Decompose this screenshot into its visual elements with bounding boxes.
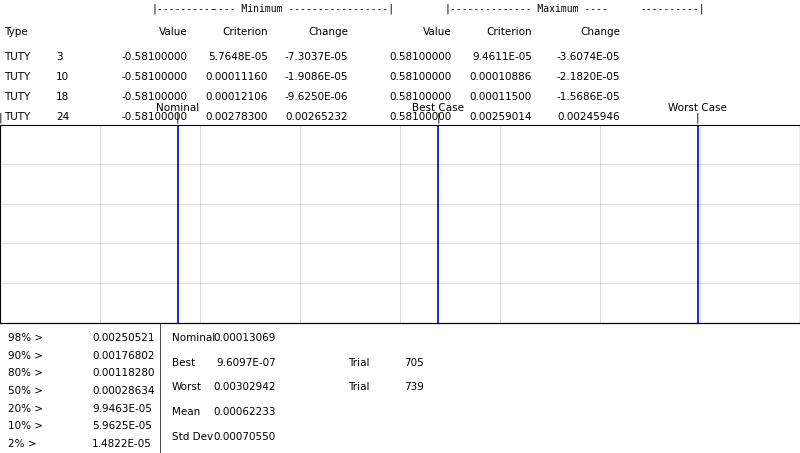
Text: Nominal: Nominal: [172, 333, 215, 343]
Text: Worst Case: Worst Case: [668, 103, 727, 113]
Text: 0.00302942: 0.00302942: [214, 382, 276, 392]
Text: Type: Type: [4, 27, 28, 38]
Text: 0.00013506: 0.00013506: [206, 132, 268, 142]
Text: -2.1820E-05: -2.1820E-05: [557, 72, 620, 82]
Text: |: |: [176, 112, 179, 123]
Text: 80% >: 80% >: [8, 368, 43, 378]
Text: 98% >: 98% >: [8, 333, 43, 343]
Text: 10% >: 10% >: [8, 421, 43, 431]
Text: 1.4822E-05: 1.4822E-05: [92, 439, 152, 448]
Text: |----------: |----------: [152, 4, 217, 14]
Text: Criterion: Criterion: [222, 27, 268, 38]
Text: TUTY: TUTY: [4, 112, 30, 122]
Text: -0.58100000: -0.58100000: [122, 132, 188, 142]
Text: 3: 3: [56, 53, 62, 63]
Text: Change: Change: [308, 27, 348, 38]
Text: 9.9463E-05: 9.9463E-05: [92, 404, 152, 414]
Text: 24: 24: [56, 112, 70, 122]
Text: 0.00070550: 0.00070550: [214, 432, 276, 442]
Text: -7.3037E-05: -7.3037E-05: [285, 53, 348, 63]
Text: 0.58100000: 0.58100000: [390, 72, 452, 82]
Text: 90% >: 90% >: [8, 351, 43, 361]
Text: 50% >: 50% >: [8, 386, 43, 396]
Text: 9.4611E-05: 9.4611E-05: [472, 53, 532, 63]
Text: ---- Maximum ----: ---- Maximum ----: [508, 4, 608, 14]
Text: 0.58100000: 0.58100000: [390, 92, 452, 102]
Text: 0.00118280: 0.00118280: [92, 368, 154, 378]
Text: Value: Value: [423, 27, 452, 38]
Text: Change: Change: [580, 27, 620, 38]
Text: 0.00250521: 0.00250521: [92, 333, 154, 343]
Text: ---- Minimum -----------------|: ---- Minimum -----------------|: [212, 4, 394, 14]
Text: 0.00245946: 0.00245946: [558, 112, 620, 122]
Text: 0.00013069: 0.00013069: [214, 333, 276, 343]
Text: |: |: [0, 112, 2, 123]
Text: 0.00278300: 0.00278300: [206, 112, 268, 122]
Text: |----------: |----------: [444, 4, 509, 14]
Text: 10: 10: [56, 72, 69, 82]
Text: 0.00259014: 0.00259014: [470, 112, 532, 122]
Text: 705: 705: [404, 358, 424, 368]
Text: 0.00012988: 0.00012988: [470, 132, 532, 142]
Text: |: |: [696, 112, 699, 123]
Text: Best: Best: [172, 358, 195, 368]
Text: TUTY: TUTY: [4, 72, 30, 82]
Text: 4.3707E-06: 4.3707E-06: [288, 132, 348, 142]
Text: -0.58100000: -0.58100000: [122, 72, 188, 82]
Text: 37: 37: [56, 132, 70, 142]
Text: -0.58100000: -0.58100000: [122, 112, 188, 122]
Text: 20% >: 20% >: [8, 404, 43, 414]
Text: Value: Value: [159, 27, 188, 38]
Text: -8.0569E-07: -8.0569E-07: [557, 132, 620, 142]
Text: Worst: Worst: [172, 382, 202, 392]
Text: 0.58100000: 0.58100000: [390, 132, 452, 142]
Text: -1.5686E-05: -1.5686E-05: [556, 92, 620, 102]
Text: 0.00011160: 0.00011160: [206, 72, 268, 82]
Text: Criterion: Criterion: [486, 27, 532, 38]
Text: -3.6074E-05: -3.6074E-05: [557, 53, 620, 63]
Text: 0.00011500: 0.00011500: [470, 92, 532, 102]
Text: 5.7648E-05: 5.7648E-05: [208, 53, 268, 63]
Text: TUTY: TUTY: [4, 53, 30, 63]
Text: Trial: Trial: [348, 358, 370, 368]
Text: TUTY: TUTY: [4, 132, 30, 142]
Text: Best Case: Best Case: [413, 103, 464, 113]
Text: Nominal: Nominal: [156, 103, 199, 113]
Text: -1.9086E-05: -1.9086E-05: [285, 72, 348, 82]
Text: ----------|: ----------|: [640, 4, 705, 14]
Text: 0.00010886: 0.00010886: [470, 72, 532, 82]
Text: 739: 739: [404, 382, 424, 392]
Text: |: |: [437, 112, 440, 123]
Text: 0.00012106: 0.00012106: [206, 92, 268, 102]
Text: -0.58100000: -0.58100000: [122, 53, 188, 63]
Text: 0.58100000: 0.58100000: [390, 53, 452, 63]
Text: 0.00028634: 0.00028634: [92, 386, 154, 396]
Text: TUTY: TUTY: [4, 92, 30, 102]
Text: 9.6097E-07: 9.6097E-07: [216, 358, 276, 368]
Text: 2% >: 2% >: [8, 439, 37, 448]
Text: -9.6250E-06: -9.6250E-06: [285, 92, 348, 102]
Text: 0.00176802: 0.00176802: [92, 351, 154, 361]
Text: Mean: Mean: [172, 407, 200, 417]
Text: 0.58100000: 0.58100000: [390, 112, 452, 122]
Text: -0.58100000: -0.58100000: [122, 92, 188, 102]
Text: 0.00265232: 0.00265232: [286, 112, 348, 122]
Text: 18: 18: [56, 92, 70, 102]
Text: 5.9625E-05: 5.9625E-05: [92, 421, 152, 431]
Text: 0.00062233: 0.00062233: [214, 407, 276, 417]
Text: Std Dev: Std Dev: [172, 432, 213, 442]
Text: Trial: Trial: [348, 382, 370, 392]
